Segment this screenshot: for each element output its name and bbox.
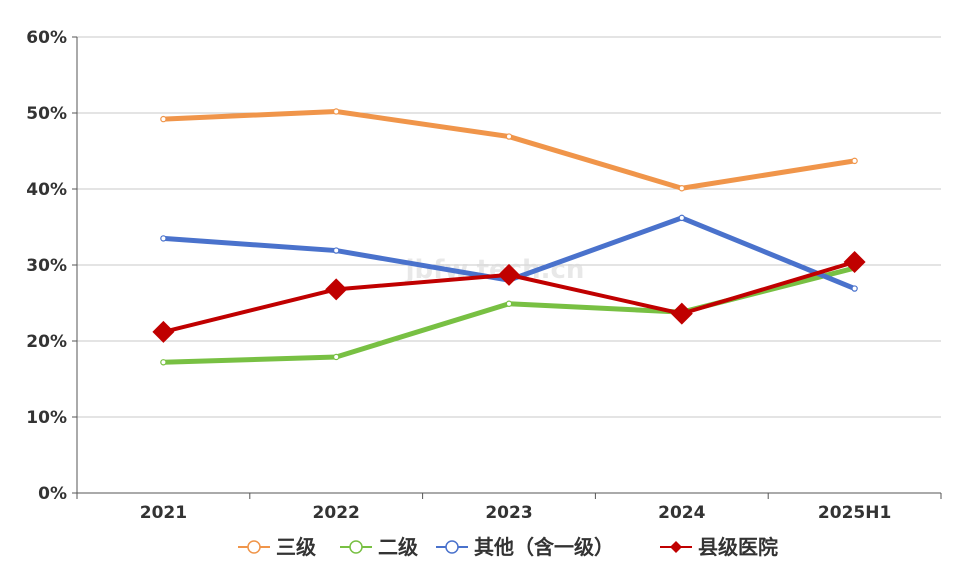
- data-point-diamond: [843, 250, 866, 273]
- legend-diamond-icon: [670, 541, 682, 553]
- data-point: [678, 185, 686, 192]
- series-0: [160, 108, 858, 192]
- data-point-diamond: [152, 320, 175, 343]
- y-tick-label: 0%: [38, 484, 67, 504]
- data-point: [678, 214, 686, 222]
- data-point: [505, 133, 513, 140]
- data-point: [505, 300, 513, 307]
- legend-item-0[interactable]: 三级: [238, 535, 316, 559]
- legend-item-1[interactable]: 二级: [340, 535, 418, 559]
- axes: [72, 36, 942, 499]
- y-tick-label: 60%: [26, 28, 67, 48]
- legend-circle-icon: [349, 540, 363, 554]
- x-tick-label: 2022: [313, 503, 360, 523]
- data-point-diamond: [498, 263, 520, 286]
- series-line: [160, 108, 858, 191]
- series-lines: [152, 108, 866, 366]
- series-3: [152, 250, 866, 343]
- data-point: [160, 235, 167, 242]
- data-point: [851, 285, 858, 292]
- y-tick-label: 40%: [26, 180, 67, 200]
- data-point: [160, 359, 167, 366]
- y-tick-label: 50%: [26, 104, 67, 124]
- x-tick-label: 2025H1: [818, 503, 891, 523]
- data-point-diamond: [670, 302, 693, 325]
- legend-item-2[interactable]: 其他（含一级）: [436, 535, 614, 559]
- data-point: [160, 115, 167, 123]
- y-tick-label: 20%: [26, 332, 67, 352]
- data-point: [851, 157, 858, 165]
- legend-item-3[interactable]: 县级医院: [660, 535, 778, 559]
- legend[interactable]: 三级 二级 其他（含一级） 县级医院: [238, 535, 778, 559]
- legend-label: 三级: [276, 535, 316, 559]
- x-tick-label: 2023: [485, 503, 532, 523]
- data-point: [333, 353, 340, 361]
- legend-label: 二级: [378, 535, 418, 559]
- y-axis-ticks: 0% 10% 20% 30% 40% 50% 60%: [26, 28, 67, 504]
- y-tick-label: 10%: [26, 408, 67, 428]
- x-tick-label: 2024: [658, 503, 705, 523]
- x-axis-ticks: 2021 2022 2023 2024 2025H1: [140, 503, 892, 523]
- data-point: [333, 108, 340, 115]
- legend-label: 县级医院: [698, 535, 778, 559]
- legend-circle-icon: [445, 540, 459, 554]
- x-tick-label: 2021: [140, 503, 187, 523]
- legend-circle-icon: [247, 540, 261, 554]
- data-point-diamond: [325, 278, 348, 301]
- y-tick-label: 30%: [26, 256, 67, 276]
- legend-label: 其他（含一级）: [474, 535, 614, 559]
- data-point: [333, 247, 340, 254]
